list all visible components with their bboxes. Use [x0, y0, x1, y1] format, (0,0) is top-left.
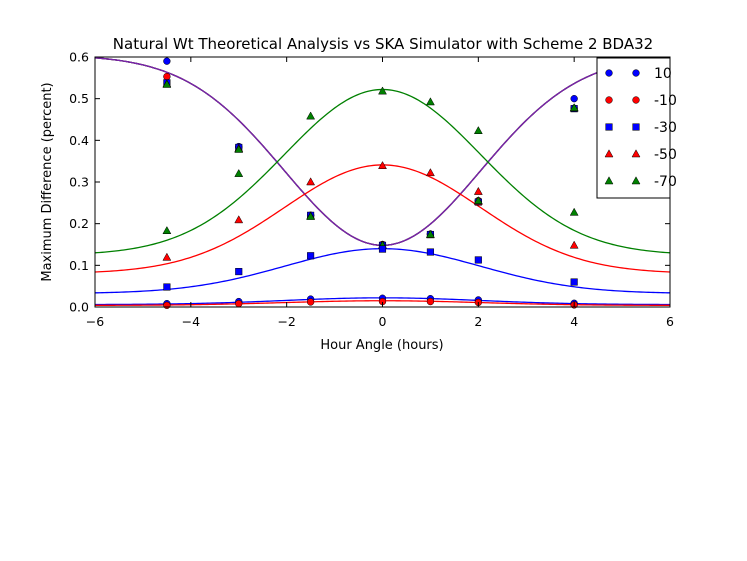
- data-point: [234, 215, 244, 224]
- curves: [94, 57, 671, 306]
- x-tick-label: −2: [277, 314, 295, 329]
- y-axis-ticks: 0.0 0.1 0.2 0.3 0.4 0.5 0.6: [69, 50, 670, 315]
- data-point: [378, 245, 387, 253]
- y-tick-label: 0.5: [69, 91, 89, 106]
- x-tick-label: 6: [666, 314, 674, 329]
- x-axis-label: Hour Angle (hours): [320, 338, 443, 353]
- data-point: [163, 57, 171, 65]
- data-point: [307, 252, 315, 260]
- data-point: [306, 298, 315, 306]
- series-curve: [94, 57, 671, 246]
- y-tick-label: 0.0: [69, 300, 89, 315]
- series-curve: [94, 57, 671, 246]
- data-point: [473, 126, 483, 134]
- data-point: [163, 72, 171, 81]
- x-tick-label: −6: [86, 314, 104, 329]
- legend-marker: [605, 96, 613, 104]
- x-tick-label: 2: [474, 314, 482, 329]
- x-tick-label: −4: [182, 314, 200, 329]
- markers: [162, 57, 579, 309]
- x-tick-label: 4: [570, 314, 578, 329]
- y-tick-label: 0.6: [69, 50, 89, 65]
- data-point: [306, 111, 316, 120]
- data-point: [306, 211, 316, 220]
- legend-marker: [632, 69, 640, 77]
- data-point: [306, 177, 316, 186]
- y-axis-label: Maximum Difference (percent): [40, 82, 55, 281]
- data-point: [569, 207, 579, 216]
- legend-marker: [632, 96, 640, 104]
- data-point: [569, 103, 579, 112]
- y-tick-label: 0.3: [69, 175, 89, 190]
- data-point: [570, 278, 578, 286]
- legend-label: -50: [654, 147, 677, 163]
- data-point: [473, 186, 483, 195]
- data-point: [426, 297, 435, 306]
- y-tick-label: 0.1: [69, 258, 89, 273]
- data-point: [426, 248, 434, 256]
- x-tick-label: 0: [379, 314, 387, 329]
- data-point: [570, 95, 578, 103]
- data-point: [162, 79, 172, 88]
- data-point: [378, 161, 387, 169]
- series-curve: [94, 248, 671, 294]
- data-point: [474, 256, 482, 264]
- data-point: [162, 252, 172, 261]
- data-point: [163, 283, 171, 291]
- data-point: [425, 229, 435, 238]
- legend-marker: [631, 176, 641, 185]
- data-point: [378, 86, 387, 95]
- legend-marker: [604, 149, 614, 158]
- y-tick-label: 0.4: [69, 133, 89, 148]
- legend-marker: [604, 176, 614, 185]
- data-point: [235, 300, 243, 308]
- data-point: [162, 226, 172, 234]
- legend: 10 -10 -30 -50 -70: [596, 57, 677, 199]
- legend-marker: [605, 123, 613, 131]
- chart-title: Natural Wt Theoretical Analysis vs SKA S…: [113, 35, 653, 53]
- data-point: [569, 240, 579, 249]
- legend-marker: [631, 149, 641, 158]
- data-point: [163, 301, 171, 309]
- data-point: [234, 144, 244, 153]
- legend-label: -30: [654, 120, 677, 136]
- data-point: [235, 268, 243, 276]
- legend-marker: [632, 123, 640, 131]
- plot-frame: [94, 56, 671, 308]
- series-curve: [94, 57, 671, 246]
- y-tick-label: 0.2: [69, 216, 89, 231]
- series-curve: [94, 88, 671, 254]
- series-curve: [94, 164, 671, 273]
- legend-label: -10: [654, 93, 677, 109]
- data-point: [473, 196, 483, 204]
- x-axis-ticks: −6 −4 −2 0 2 4 6: [86, 57, 674, 329]
- series-curve: [94, 57, 671, 246]
- legend-label: 10: [654, 66, 672, 82]
- legend-label: -70: [654, 174, 677, 190]
- legend-marker: [605, 69, 613, 77]
- data-point: [425, 168, 435, 177]
- data-point: [425, 97, 435, 106]
- data-point: [234, 168, 244, 177]
